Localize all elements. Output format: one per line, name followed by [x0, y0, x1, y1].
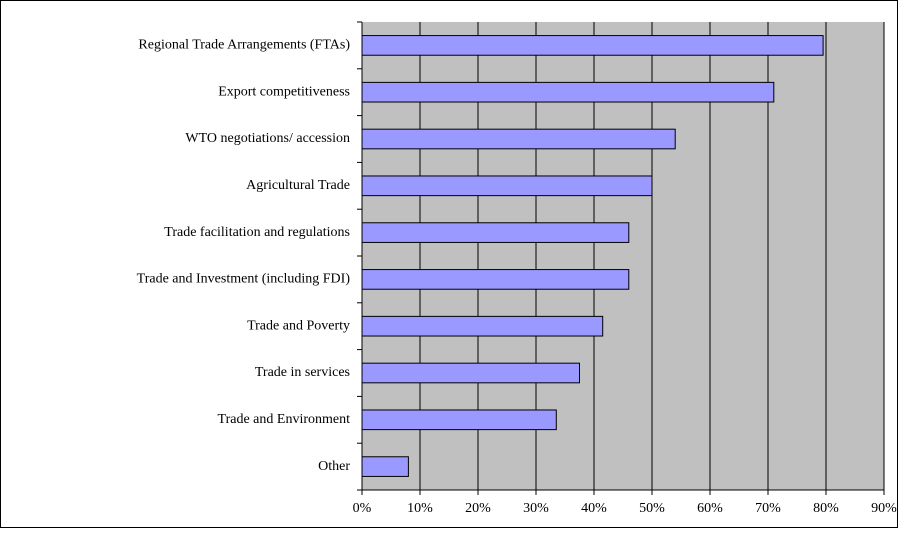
- bar: [361, 128, 676, 150]
- bar: [361, 315, 604, 337]
- bar: [361, 362, 580, 384]
- y-tick-label: Trade and Investment (including FDI): [137, 272, 351, 287]
- bar: [361, 81, 775, 103]
- x-tick-label: 0%: [353, 501, 372, 516]
- y-tick-label: Trade and Environment: [218, 412, 351, 427]
- x-tick-label: 30%: [523, 501, 549, 516]
- y-tick-label: Other: [318, 459, 350, 474]
- y-tick-label: Export competitiveness: [218, 84, 350, 99]
- y-tick-label: WTO negotiations/ accession: [185, 131, 350, 146]
- x-tick-label: 50%: [639, 501, 665, 516]
- y-tick-label: Trade and Poverty: [247, 318, 350, 333]
- bar: [361, 35, 824, 56]
- bar: [361, 222, 630, 243]
- x-tick-label: 60%: [697, 501, 723, 516]
- x-tick-label: 80%: [813, 501, 839, 516]
- y-tick-label: Agricultural Trade: [246, 178, 350, 193]
- bar: [361, 269, 630, 290]
- y-tick-label: Regional Trade Arrangements (FTAs): [138, 38, 350, 53]
- x-tick-label: 70%: [755, 501, 781, 516]
- y-tick-label: Trade in services: [255, 365, 350, 380]
- y-tick-label: Trade facilitation and regulations: [164, 225, 350, 240]
- x-tick-label: 90%: [871, 501, 897, 516]
- x-tick-label: 20%: [465, 501, 491, 516]
- bar: [361, 456, 409, 477]
- x-tick-label: 40%: [581, 501, 607, 516]
- x-tick-label: 10%: [407, 501, 433, 516]
- bar: [361, 409, 557, 431]
- bar: [361, 175, 653, 197]
